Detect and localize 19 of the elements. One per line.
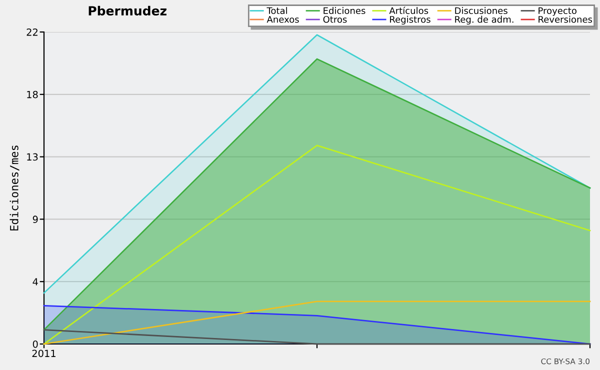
y-tick-label: 22 [26,28,38,36]
legend-label: Otros [323,16,347,23]
chart-title: Pbermudez [88,6,166,16]
legend-label: Ediciones [324,7,366,14]
x-tick-label: 2011 [32,350,56,358]
y-tick-label: 0 [32,340,38,348]
y-tick-label: 4 [32,278,38,286]
legend-label: Reg. de adm. [455,16,514,25]
legend-label: Artículos [389,6,428,14]
y-tick-label: 13 [27,153,38,161]
y-tick-label: 9 [32,216,38,224]
legend-label: Proyecto [538,7,576,16]
legend-label: Registros [390,16,430,25]
y-axis-title: Ediciones/mes [10,146,20,230]
y-tick-label: 18 [27,90,38,98]
legend-label: Discusiones [455,7,508,14]
legend-label: Total [266,7,287,14]
legend-label: Reversiones [538,16,592,23]
legend-label: Anexos [266,16,299,23]
